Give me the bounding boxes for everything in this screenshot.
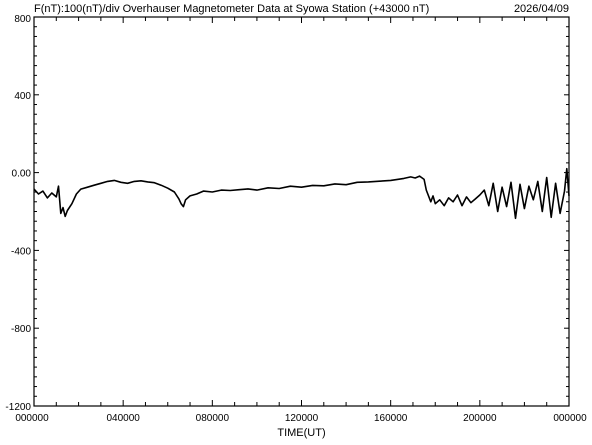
plot-frame <box>33 16 570 407</box>
y-tick-label: 0.00 <box>12 169 32 180</box>
ticks-group <box>33 16 570 407</box>
x-tick-label: 120000 <box>285 413 319 424</box>
x-tick-label: 200000 <box>463 413 497 424</box>
x-axis-label: TIME(UT) <box>277 427 325 439</box>
x-tick-label: 080000 <box>196 413 230 424</box>
y-tick-label: -800 <box>11 324 31 335</box>
x-tick-label: 000000 <box>15 413 49 424</box>
y-tick-label: 800 <box>14 14 31 25</box>
y-tick-label: -1200 <box>5 402 31 413</box>
x-tick-label: 040000 <box>106 413 140 424</box>
x-tick-label: 160000 <box>374 413 408 424</box>
y-tick-label: 400 <box>14 91 31 102</box>
series-line <box>33 167 570 220</box>
y-tick-label: -400 <box>11 246 31 257</box>
chart-date: 2026/04/09 <box>514 3 569 15</box>
x-tick-label: 000000 <box>553 413 587 424</box>
chart-title: F(nT):100(nT)/div Overhauser Magnetomete… <box>34 3 429 15</box>
